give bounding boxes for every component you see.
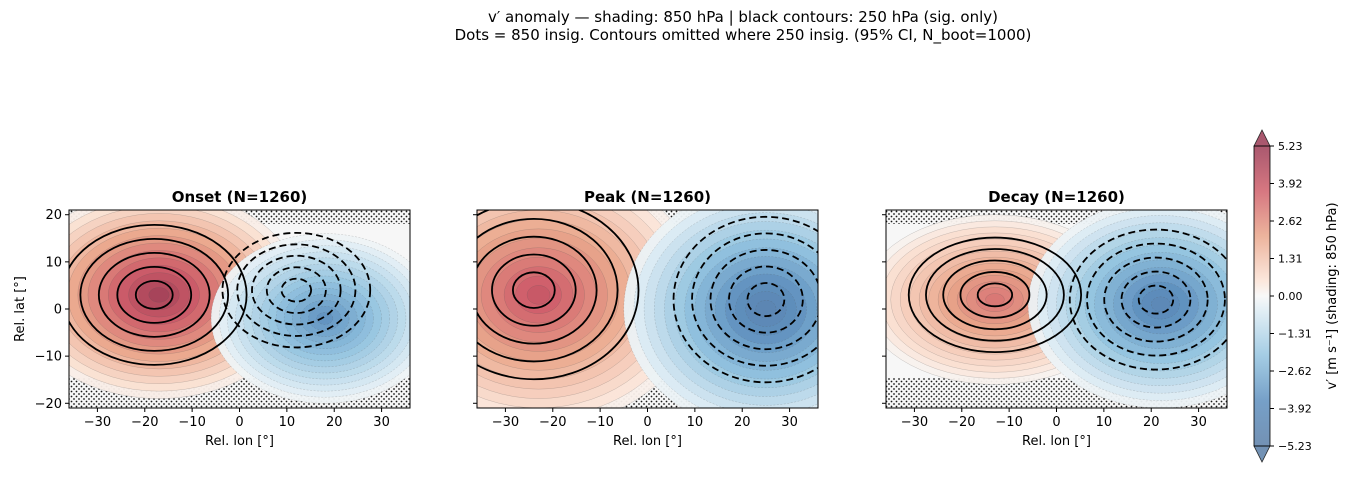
solid-contour [477, 235, 598, 345]
solid-contour [477, 217, 619, 363]
contours-250hpa [907, 228, 1227, 371]
dashed-contour [265, 266, 327, 314]
panel-title: Decay (N=1260) [988, 188, 1125, 206]
negative-anomaly-1 [210, 233, 410, 404]
solid-contour [69, 223, 248, 366]
suptitle-line2: Dots = 850 insig. Contours omitted where… [455, 26, 1032, 45]
colorbar-min-extend [1253, 445, 1271, 463]
colorbar-ticks: 5.23 3.92 2.62 1.31 0.00 −1.31 −2.62 −3.92 −5.23 [1270, 140, 1312, 453]
x-tick-label: 20 [326, 415, 343, 430]
colorbar-tick-label: 5.23 [1278, 140, 1303, 153]
solid-contour [511, 271, 556, 309]
x-axis-label: Rel. lon [°] [205, 434, 274, 449]
x-tick-label: 0 [235, 415, 243, 430]
x-tick-label: 30 [373, 415, 390, 430]
x-tick-label: −30 [492, 415, 519, 430]
solid-contour [79, 237, 230, 352]
x-axis-label: Rel. lon [°] [613, 434, 682, 449]
colorbar-gradient [1254, 146, 1270, 446]
colorbar-tick-label: 0.00 [1278, 290, 1303, 303]
x-tick-label: 20 [734, 415, 751, 430]
solid-contour [942, 259, 1048, 331]
shading-field [69, 210, 410, 408]
colorbar-tick-label: 3.92 [1278, 178, 1303, 191]
x-tick-label: −20 [539, 415, 566, 430]
x-tick-label: 0 [1052, 415, 1060, 430]
dashed-contour [1137, 284, 1175, 315]
x-tick-label: −10 [178, 415, 205, 430]
dashed-contour [1068, 228, 1227, 371]
x-tick-label: −10 [586, 415, 613, 430]
x-tick-label: −30 [84, 415, 111, 430]
x-tick-label: 10 [279, 415, 296, 430]
colorbar: 5.23 3.92 2.62 1.31 0.00 −1.31 −2.62 −3.92 −5.23… [1253, 129, 1340, 463]
solid-contour [925, 248, 1065, 342]
dashed-contour [1120, 270, 1192, 329]
solid-contour [491, 253, 577, 327]
x-tick-label: 10 [687, 415, 704, 430]
dashed-contour [672, 215, 818, 384]
x-tick-label: 10 [1096, 415, 1113, 430]
x-tick-label: −10 [995, 415, 1022, 430]
suptitle-line1: v′ anomaly — shading: 850 hPa | black co… [488, 8, 998, 26]
y-tick-label: −10 [35, 350, 62, 365]
y-tick-label: 20 [45, 208, 62, 223]
panel-2: Peak (N=1260) −30 −20 −10 0 10 20 30 Rel. lon [°… [473, 188, 819, 449]
dashed-contour [221, 231, 372, 349]
x-tick-label: 30 [781, 415, 798, 430]
x-tick-label: −20 [948, 415, 975, 430]
dashed-contour [728, 265, 804, 334]
negative-anomaly-2 [623, 210, 818, 408]
x-tick-label: −30 [901, 415, 928, 430]
colorbar-tick-label: −2.62 [1278, 365, 1312, 378]
y-tick-label: 10 [45, 255, 62, 270]
colorbar-tick-label: 1.31 [1278, 253, 1303, 266]
colorbar-tick-label: −1.31 [1278, 328, 1312, 341]
shading-field [477, 210, 818, 408]
dashed-contour [280, 277, 313, 303]
dashed-contour [1103, 256, 1209, 343]
solid-contour [907, 236, 1083, 354]
x-tick-label: 20 [1143, 415, 1160, 430]
y-tick-label: 0 [54, 303, 62, 318]
colorbar-tick-label: 2.62 [1278, 215, 1303, 228]
dashed-contour [709, 249, 818, 351]
panel-1: Onset (N=1260) −30 −20 −10 0 10 20 30 Rel. lon [… [13, 188, 411, 449]
dashed-contour [1086, 242, 1226, 357]
panels: Onset (N=1260) −30 −20 −10 0 10 20 30 Rel. lon [… [13, 188, 1228, 449]
colorbar-tick-label: −5.23 [1278, 440, 1312, 453]
dashed-contour [746, 282, 786, 318]
x-tick-label: 30 [1190, 415, 1207, 430]
x-axis-label: Rel. lon [°] [1022, 434, 1091, 449]
dashed-contour [236, 243, 357, 337]
x-tick-label: −20 [131, 415, 158, 430]
solid-contour [477, 210, 640, 381]
colorbar-tick-label: −3.92 [1278, 403, 1312, 416]
colorbar-label: v′ [m s⁻¹] (shading: 850 hPa) [1325, 202, 1340, 389]
solid-contour [976, 282, 1014, 308]
y-tick-label: −20 [35, 397, 62, 412]
colorbar-max-extend [1253, 129, 1271, 147]
negative-anomaly-3 [1027, 210, 1227, 408]
x-tick-label: 0 [643, 415, 651, 430]
solid-contour [959, 271, 1031, 319]
contours-250hpa [477, 210, 818, 384]
shading-field [886, 210, 1227, 408]
dashed-contour [251, 254, 342, 326]
solid-contour [116, 265, 193, 324]
y-axis-label: Rel. lat [°] [13, 276, 28, 342]
panel-3: Decay (N=1260) −30 −20 −10 0 10 20 30 Rel. lon [… [882, 188, 1228, 449]
contours-250hpa [69, 223, 372, 366]
solid-contour [97, 251, 211, 338]
solid-contour [134, 279, 174, 310]
panel-title: Peak (N=1260) [584, 188, 711, 206]
panel-title: Onset (N=1260) [172, 188, 308, 206]
